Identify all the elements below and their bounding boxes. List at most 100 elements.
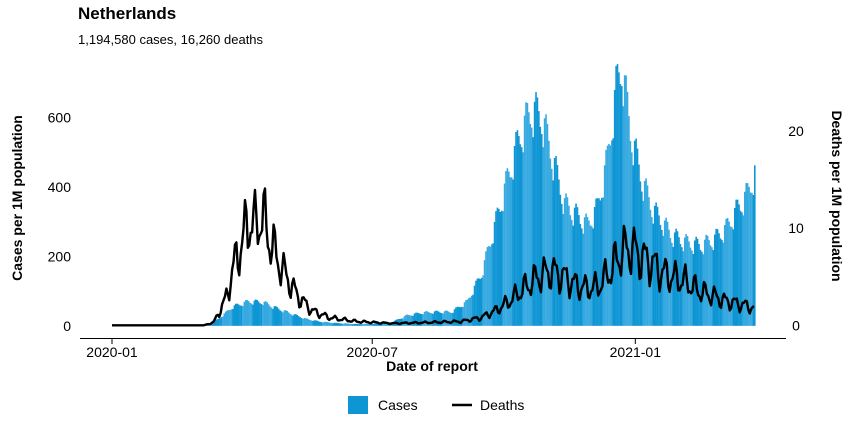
cases-bar <box>246 300 248 326</box>
cases-bar <box>319 321 321 326</box>
cases-bar <box>433 311 436 326</box>
cases-bar <box>227 310 230 326</box>
cases-bar <box>579 223 582 326</box>
cases-bar <box>299 317 301 326</box>
cases-bar <box>649 209 652 326</box>
cases-bar <box>256 300 258 326</box>
cases-bar <box>229 309 231 326</box>
cases-bar <box>578 215 580 326</box>
cases-bar <box>706 235 709 326</box>
cases-bar <box>603 165 606 326</box>
cases-bar <box>752 194 755 326</box>
cases-bar <box>430 313 433 326</box>
cases-bar <box>716 229 719 326</box>
cases-bar <box>705 234 707 326</box>
cases-bar <box>463 302 466 326</box>
cases-bar <box>473 285 476 326</box>
cases-bar <box>642 200 645 326</box>
cases-bar <box>466 299 469 326</box>
cases-bar <box>244 300 247 326</box>
cases-bar <box>266 302 268 326</box>
cases-bar <box>748 186 750 326</box>
x-tick-label: 2020-07 <box>347 344 399 360</box>
x-axis-label: Date of report <box>386 358 478 374</box>
cases-bar <box>453 309 456 326</box>
cases-bar <box>612 138 615 326</box>
cases-bar <box>565 193 567 326</box>
cases-bar <box>573 207 576 326</box>
cases-bar <box>420 313 423 326</box>
cases-bar <box>220 317 223 326</box>
cases-bar <box>406 314 409 326</box>
cases-bar <box>413 313 416 326</box>
cases-bar <box>226 310 228 326</box>
cases-bar <box>542 147 544 326</box>
cases-bar <box>443 311 446 326</box>
cases-bar <box>709 245 712 326</box>
cases-bar <box>570 219 573 326</box>
cases-bar <box>605 150 607 326</box>
cases-bar <box>322 322 324 326</box>
cases-bar <box>264 301 267 326</box>
cases-bar <box>239 305 241 326</box>
cases-bar <box>456 306 459 326</box>
cases-bar <box>493 221 496 326</box>
cases-bar <box>416 312 419 326</box>
cases-bar <box>693 240 696 326</box>
cases-bar <box>432 313 434 326</box>
x-tick-label: 2020-01 <box>86 344 138 360</box>
cases-bar <box>482 275 484 326</box>
cases-bar <box>442 313 444 326</box>
cases-bar <box>746 183 749 326</box>
legend-cases-swatch <box>348 396 368 414</box>
cases-bar <box>282 312 284 326</box>
cases-bar <box>478 278 480 326</box>
cases-bar <box>296 314 299 326</box>
cases-bar <box>349 323 351 326</box>
cases-bar <box>485 251 487 326</box>
cases-bar <box>233 305 236 326</box>
cases-bar <box>234 303 237 326</box>
cases-bar <box>556 164 559 326</box>
cases-bar <box>475 280 477 326</box>
cases-bar <box>363 323 366 326</box>
cases-bar <box>263 301 266 326</box>
cases-bar <box>682 251 685 326</box>
cases-bar <box>741 212 743 326</box>
cases-bar <box>739 210 742 326</box>
cases-bar <box>272 308 274 326</box>
cases-bar <box>212 322 214 326</box>
cases-bar <box>713 234 716 326</box>
cases-bar <box>754 165 756 326</box>
cases-bar <box>405 315 407 326</box>
cases-bar <box>728 221 730 326</box>
cases-bar <box>696 238 699 326</box>
cases-bar <box>672 246 675 326</box>
cases-bar <box>273 306 276 326</box>
cases-bar <box>543 118 546 326</box>
cases-bar <box>553 158 556 326</box>
cases-bar <box>540 134 543 326</box>
cases-bar <box>639 181 642 326</box>
cases-bar <box>526 103 529 326</box>
cases-bar <box>726 218 729 326</box>
cases-bar <box>751 192 753 326</box>
cases-bar <box>699 249 702 326</box>
cases-bar <box>292 315 294 326</box>
cases-bar <box>505 171 507 326</box>
cases-bar <box>315 320 317 326</box>
cases-bar <box>465 300 467 326</box>
cases-bar <box>736 199 739 326</box>
cases-bar <box>260 304 263 326</box>
cases-bar <box>499 211 502 326</box>
cases-bar <box>267 304 270 326</box>
cases-bar <box>419 313 421 326</box>
cases-bar <box>532 137 534 326</box>
x-ticks: 2020-01 2020-07 2021-01 <box>86 338 661 360</box>
cases-bar <box>586 217 589 326</box>
cases-bar <box>335 322 337 326</box>
cases-bar <box>662 235 665 326</box>
cases-bar <box>592 228 595 326</box>
cases-bar <box>365 323 367 326</box>
cases-bar <box>243 301 246 326</box>
